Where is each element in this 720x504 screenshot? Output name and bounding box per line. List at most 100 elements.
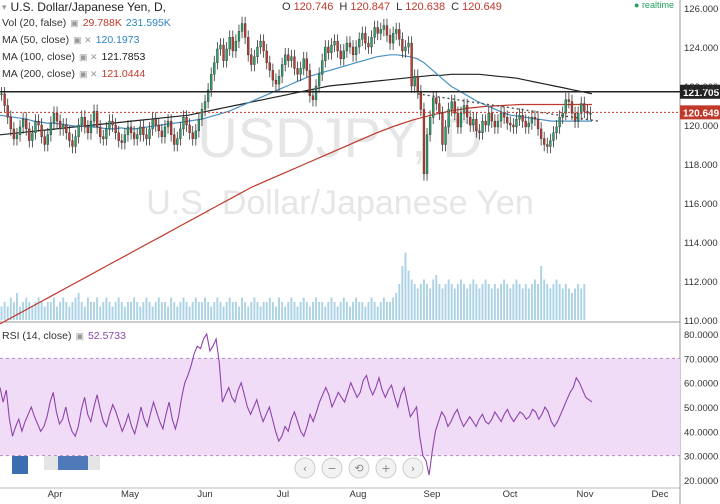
candle-body [478,130,481,134]
chart-title: U.S. Dollar/Japanese Yen, D, [10,0,166,14]
high-label: H [339,1,348,13]
candle-body [210,74,213,91]
scroll-controls[interactable]: ‹ − ⟲ + › [294,457,424,479]
candle-body [447,109,450,128]
watermark-name: U.S. Dollar/Japanese Yen [146,184,533,222]
indicator-value: 120.1973 [95,34,140,46]
volume-bar [77,293,80,320]
swatch-icon [58,456,88,470]
candle-body [361,33,364,40]
low-label: L [396,1,403,13]
volume-bar [302,297,305,320]
candle-body [327,46,330,54]
candle-body [74,136,77,147]
candle-body [413,76,416,87]
volume-bar [71,302,74,320]
volume-bar [241,297,243,320]
candle-body [179,128,182,139]
watermark: USDJPY, D U.S. Dollar/Japanese Yen [146,106,533,222]
volume-bars [0,252,586,320]
volume-bar [401,266,404,320]
candle-body [253,56,256,65]
chevron-down-icon[interactable]: ▾ [2,1,7,12]
price-tick-label: 116.000 [684,199,718,210]
volume-bar [487,284,490,320]
indicator-label: MA (100, close) [2,51,75,63]
candle-body [530,116,534,124]
indicator-ma50[interactable]: MA (50, close) ▣ ✕ 120.1973 [2,34,139,46]
candle-body [567,99,571,102]
volume-bar [111,306,114,320]
volume-bar [370,297,373,320]
volume-bar [580,288,583,320]
gear-icon[interactable]: ▣ ✕ [78,51,98,62]
volume-bar [472,279,475,320]
gear-icon[interactable]: ▣ [70,17,79,28]
volume-bar [265,302,268,320]
candle-body [367,42,370,48]
gear-icon[interactable]: ▣ [75,330,84,341]
candle-body [444,126,447,145]
volume-bar [444,284,447,320]
volume-bar [31,306,34,320]
volume-bar [481,284,484,320]
candle-body [99,126,102,137]
candle-body [46,134,49,145]
candle-body [432,97,435,118]
candle-body [182,116,185,130]
candle-body [55,113,59,122]
candle-body [321,60,324,75]
nav-button[interactable] [375,457,397,479]
gear-icon[interactable]: ▣ ✕ [73,34,92,45]
volume-bar [53,297,55,320]
volume-bar [86,297,89,320]
candles [0,16,592,181]
volume-bar [410,279,413,320]
indicator-ma100[interactable]: MA (100, close) ▣ ✕ 121.7853 [2,51,145,63]
volume-bar [426,284,428,320]
candle-body [222,44,225,61]
volume-bar [308,306,311,320]
time-tick-label: Nov [577,489,594,500]
volume-bar [567,288,570,320]
candle-body [71,140,74,147]
volume-bar [160,302,163,320]
volume-bar [238,306,240,320]
indicator-rsi[interactable]: RSI (14, close) ▣ 52.5733 [2,330,126,342]
volume-bar [142,302,145,320]
candle-body [284,54,287,65]
indicator-value: 231.595K [125,17,171,29]
candle-body [62,124,65,130]
candle-body [65,124,68,134]
volume-bar [299,302,302,320]
indicator-vol[interactable]: Vol (20, false) ▣ 29.788K 231.595K [2,17,171,29]
candle-body [518,115,521,120]
candle-body [203,101,207,110]
candle-body [169,120,173,135]
candle-body [552,132,555,141]
candle-body [410,42,413,87]
candle-body [416,76,419,93]
swatch-icon [44,456,58,470]
candle-body [348,42,352,48]
volume-bar [577,284,580,320]
candle-body [216,48,219,63]
volume-bar [130,302,132,320]
nav-button[interactable] [294,457,316,479]
volume-bar [500,284,502,320]
gear-icon[interactable]: ▣ ✕ [78,68,98,79]
volume-bar [244,302,247,320]
nav-button[interactable] [321,457,343,479]
volume-bar [352,302,354,320]
volume-bar [151,306,154,320]
nav-button[interactable] [402,457,424,479]
nav-button[interactable] [348,457,370,479]
volume-bar [389,302,391,320]
volume-bar [453,288,456,320]
indicator-ma200[interactable]: MA (200, close) ▣ ✕ 121.0444 [2,68,145,80]
candle-body [262,40,265,52]
candle-body [345,42,349,52]
candle-body [213,62,216,75]
price-tag-label: 121.705 [683,88,720,99]
